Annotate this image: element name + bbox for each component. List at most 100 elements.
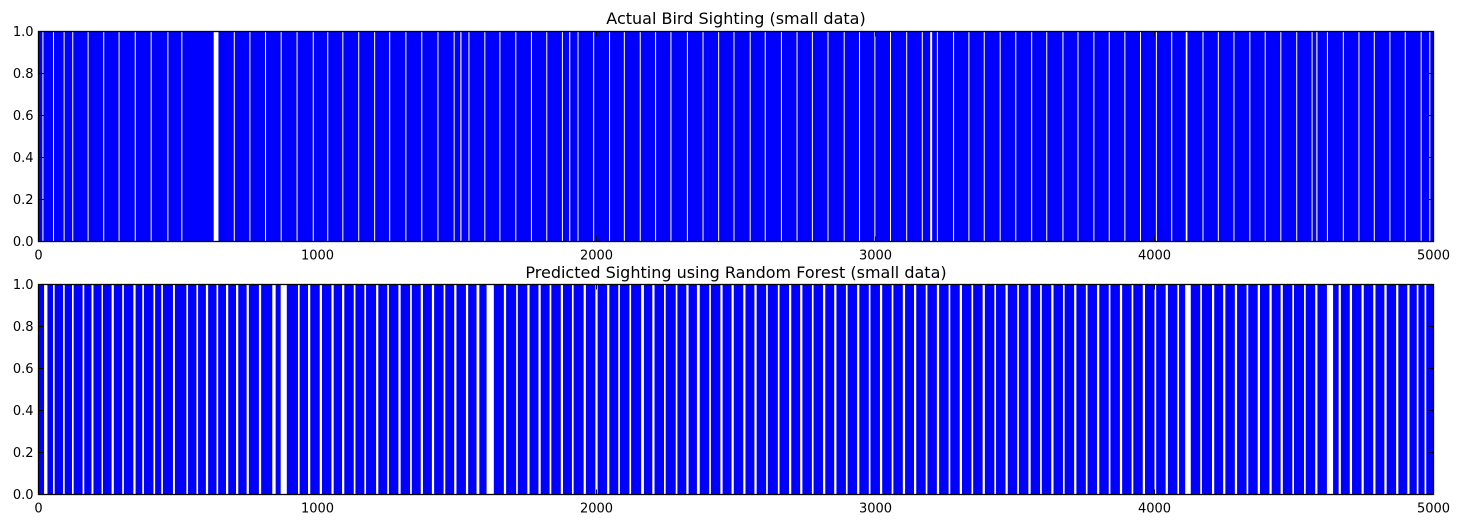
zero-gap-predicted [516,284,518,495]
zero-gap-actual [1233,31,1235,242]
zero-gap-predicted [1416,284,1419,495]
zero-gap-predicted [63,284,65,495]
zero-gap-predicted [1177,284,1180,495]
zero-gap-actual [1015,31,1017,242]
zero-gap-predicted [225,284,229,495]
zero-gap-actual [1326,31,1328,242]
y-axis-actual: 0.0 0.2 0.4 0.6 0.8 1.0 [13,25,1434,250]
zero-gap-actual [437,31,439,242]
zero-gap-actual [936,31,938,242]
zero-gap-predicted [1085,284,1088,495]
zero-gap-actual [103,31,105,242]
zero-gap-predicted [1223,284,1226,495]
zero-gap-predicted [686,284,689,495]
zero-gap-actual [213,31,219,242]
zero-gap-predicted [1326,284,1334,495]
zero-gap-predicted [1384,284,1387,495]
zero-gap-actual [1342,31,1344,242]
zero-gap-predicted [743,284,746,495]
zero-gap-predicted [454,284,457,495]
zero-gap-predicted [246,284,249,495]
zero-gap-predicted [754,284,757,495]
zero-gap-predicted [560,284,564,495]
zero-gap-actual [733,31,735,242]
zero-gap-actual [389,31,391,242]
zero-gap-predicted [1373,284,1376,495]
zero-gap-predicted [1040,284,1042,495]
x-axis-predicted: 0 1000 2000 3000 4000 5000 [34,284,1450,517]
zero-gap-actual [1420,31,1422,242]
zero-gap-predicted [868,284,871,495]
zero-gap-predicted [891,284,894,495]
zero-gap-predicted [1131,284,1134,495]
zero-gap-predicted [53,284,55,495]
zero-gap-actual [968,31,970,242]
zero-gap-predicted [1119,284,1123,495]
x-tick-label: 3000 [859,502,892,517]
zero-gap-predicted [1154,284,1157,495]
bars-group-actual [38,31,1434,242]
zero-gap-actual [280,31,282,242]
zero-gap-predicted [101,284,103,495]
zero-gap-actual [405,31,407,242]
zero-gap-actual [453,31,455,242]
zero-gap-predicted [297,284,300,495]
zero-gap-predicted [595,284,598,495]
zero-gap-predicted [331,284,334,495]
x-tick-label: 1000 [301,249,334,264]
zero-gap-actual [265,31,267,242]
zero-gap-actual [1062,31,1064,242]
zero-gap-actual [118,31,120,242]
zero-gap-predicted [618,284,620,495]
zero-gap-predicted [1246,284,1249,495]
zero-gap-predicted [82,284,85,495]
zero-gap-predicted [465,284,469,495]
zero-gap-actual [1296,31,1298,242]
zero-gap-predicted [142,284,144,495]
zero-gap-predicted [376,284,379,495]
zero-gap-predicted [766,284,768,495]
y-axis-predicted: 0.0 0.2 0.4 0.6 0.8 1.0 [13,278,1434,503]
zero-gap-predicted [1074,284,1077,495]
zero-gap-actual [780,31,782,242]
zero-gap-predicted [280,284,287,495]
x-tick-label: 2000 [580,502,613,517]
zero-gap-predicted [675,284,678,495]
zero-gap-actual [87,31,89,242]
zero-gap-actual [72,31,74,242]
zero-gap-actual [1217,31,1219,242]
zero-gap-predicted [1315,284,1318,495]
zero-gap-actual [999,31,1001,242]
zero-gap-actual [843,31,845,242]
zero-gap-actual [358,31,360,242]
zero-gap-actual [953,31,955,242]
zero-gap-predicted [1097,284,1100,495]
chart-title-actual: Actual Bird Sighting (small data) [606,9,865,28]
zero-gap-predicted [1304,284,1306,495]
zero-gap-actual [530,31,532,242]
zero-gap-actual [468,31,470,242]
y-tick-label: 0.8 [13,320,34,335]
zero-gap-predicted [857,284,860,495]
x-tick-label: 2000 [580,249,613,264]
zero-gap-actual [63,31,65,242]
zero-gap-actual [1077,31,1079,242]
zero-gap-predicted [549,284,552,495]
zero-gap-actual [150,31,152,242]
zero-gap-predicted [823,284,826,495]
zero-gap-predicted [834,284,837,495]
zero-gap-predicted [1396,284,1399,495]
zero-gap-predicted [1062,284,1065,495]
zero-gap-predicted [583,284,586,495]
zero-gap-predicted [153,284,156,495]
zero-gap-predicted [902,284,906,495]
x-tick-label: 4000 [1138,502,1171,517]
zero-gap-predicted [1424,284,1427,495]
zero-gap-predicted [777,284,780,495]
zero-gap-predicted [789,284,792,495]
x-tick-label: 0 [34,502,42,517]
x-tick-label: 0 [34,249,42,264]
zero-gap-actual [181,31,183,242]
zero-gap-actual [1124,31,1126,242]
